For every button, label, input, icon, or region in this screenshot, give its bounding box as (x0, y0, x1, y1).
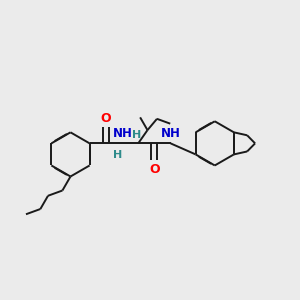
Text: NH: NH (113, 128, 133, 140)
Text: H: H (113, 150, 122, 160)
Text: O: O (149, 163, 160, 176)
Text: O: O (100, 112, 111, 125)
Text: NH: NH (161, 128, 181, 140)
Text: H: H (132, 130, 141, 140)
